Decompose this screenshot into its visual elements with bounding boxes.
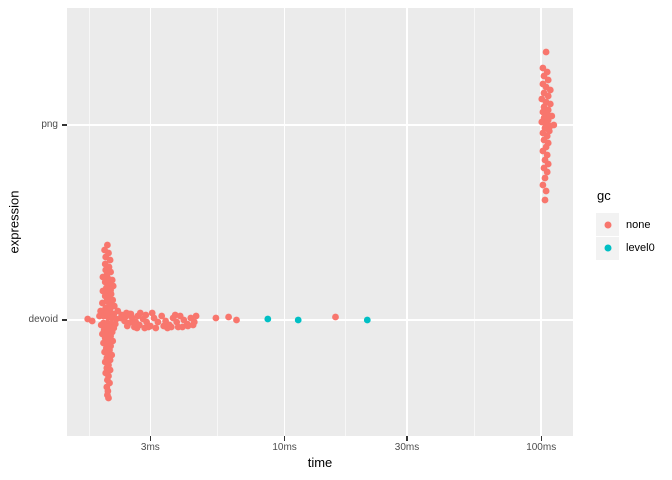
data-point-none [546, 100, 554, 108]
minor-gridline-vertical [216, 8, 218, 436]
x-tick-mark [540, 436, 542, 441]
legend-key [596, 213, 619, 237]
data-point-none [179, 323, 186, 331]
data-point-none [541, 196, 549, 204]
minor-gridline-vertical [88, 8, 90, 436]
data-point-none [88, 317, 96, 325]
x-tick-mark [149, 436, 151, 441]
data-point-none [154, 318, 162, 326]
data-point-none [541, 174, 549, 182]
major-gridline-vertical [540, 8, 542, 436]
data-point-none [192, 312, 200, 320]
data-point-none [544, 76, 552, 84]
legend-entry-label: none [626, 218, 651, 231]
data-point-none [104, 241, 111, 249]
data-point-none [539, 64, 547, 72]
data-point-none [158, 312, 166, 320]
data-point-none [106, 256, 114, 264]
plot-panel [67, 8, 573, 436]
legend-title: gc [597, 188, 611, 203]
data-point-none [125, 319, 133, 327]
minor-gridline-vertical [473, 8, 475, 436]
major-gridline-vertical [283, 8, 286, 436]
y-tick-label: devoid [28, 314, 58, 325]
major-gridline-horizontal [67, 319, 573, 321]
legend-key [596, 236, 619, 260]
major-gridline-vertical [149, 8, 152, 436]
legend-entry-label: level0 [626, 242, 655, 255]
legend-entry-level0: level0 [596, 236, 655, 261]
x-tick-label: 3ms [140, 442, 160, 453]
x-tick-label: 30ms [394, 442, 420, 453]
data-point-level0 [363, 316, 371, 324]
data-point-none [136, 321, 143, 329]
legend-entries: none level0 [596, 213, 655, 260]
data-point-none [233, 316, 240, 324]
x-tick-label: 10ms [272, 442, 297, 453]
data-point-none [105, 394, 112, 402]
data-point-none [225, 313, 233, 321]
y-tick-label: png [41, 119, 58, 130]
data-point-none [147, 322, 154, 330]
x-tick-mark [406, 436, 408, 441]
data-point-none [542, 48, 550, 56]
data-point-none [99, 299, 106, 307]
data-point-level0 [264, 315, 272, 323]
major-gridline-horizontal [67, 124, 573, 126]
x-tick-mark [283, 436, 286, 441]
data-point-none [190, 318, 198, 326]
data-point-none [167, 323, 175, 331]
legend-entry-none: none [596, 213, 655, 237]
y-axis-title: expression [6, 190, 22, 254]
data-point-none [539, 181, 547, 189]
legend-dot-icon [604, 221, 611, 229]
data-point-none [136, 309, 144, 317]
data-point-none [212, 314, 220, 322]
legend-dot-icon [604, 244, 611, 252]
data-point-none [142, 311, 150, 319]
data-point-none [543, 168, 551, 176]
major-gridline-vertical [406, 8, 408, 436]
x-axis-title: time [307, 455, 333, 470]
y-tick-mark [62, 124, 67, 126]
data-point-none [550, 121, 558, 129]
x-tick-label: 100ms [526, 442, 557, 453]
data-point-none [539, 147, 547, 155]
data-point-none [152, 324, 160, 332]
data-point-none [332, 313, 339, 321]
data-point-none [184, 322, 192, 330]
minor-gridline-vertical [345, 8, 347, 436]
y-tick-mark [62, 319, 67, 321]
data-point-none [546, 86, 554, 94]
data-point-none [544, 92, 552, 100]
data-point-level0 [294, 316, 302, 324]
legend: gc none level0 [596, 188, 655, 260]
data-point-none [542, 187, 550, 195]
